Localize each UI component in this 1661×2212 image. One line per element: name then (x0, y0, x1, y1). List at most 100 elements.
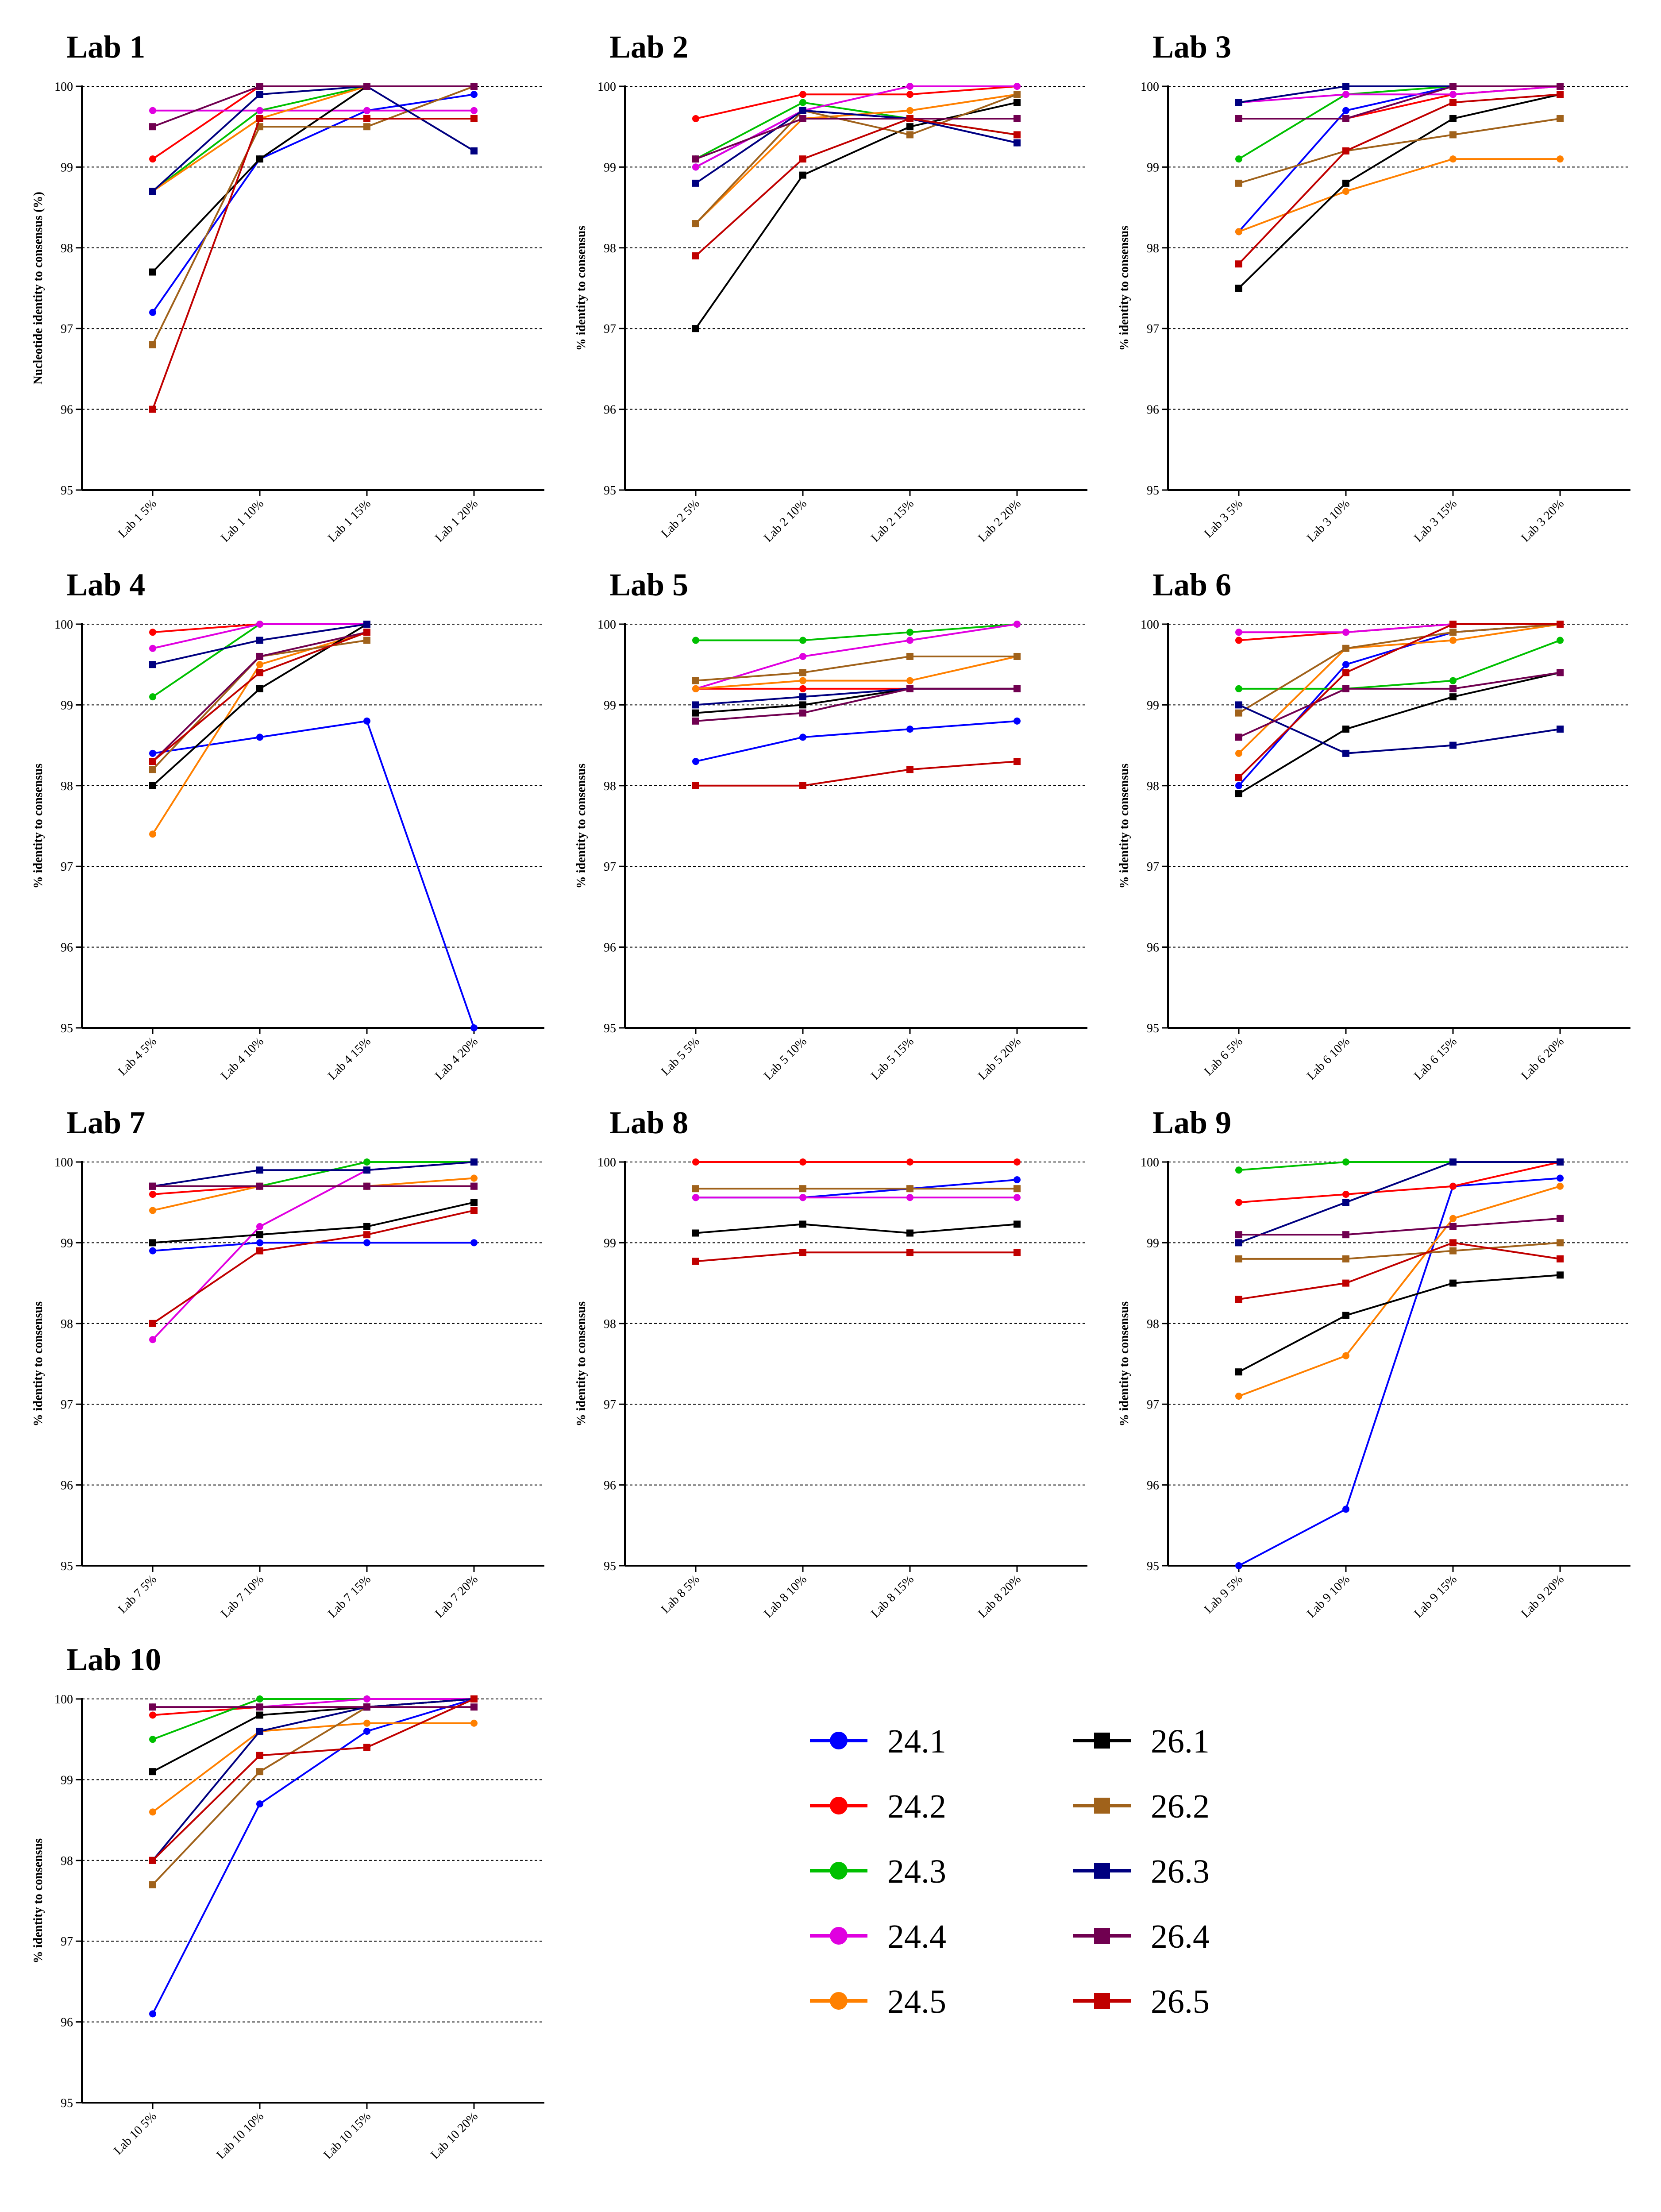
data-point (1342, 91, 1349, 98)
series-line (1238, 85, 1561, 104)
data-point (1014, 1158, 1021, 1166)
legend-marker (1094, 1733, 1110, 1749)
panel-title: Lab 8 (609, 1105, 688, 1140)
data-point (256, 1166, 263, 1174)
panel-lab-8: Lab 8 95 96 97 98 99 100 % identity to consensu… (574, 1105, 1087, 1621)
y-tick-label: 96 (1147, 1479, 1159, 1493)
data-point (256, 1727, 263, 1735)
data-point (1449, 155, 1457, 163)
data-point (1449, 1223, 1457, 1230)
data-point (1014, 758, 1021, 765)
legend-label: 24.2 (887, 1788, 946, 1825)
legend-marker (1094, 1928, 1110, 1944)
data-point (149, 782, 156, 789)
series-line (152, 1161, 474, 1340)
y-tick-label: 96 (1147, 941, 1159, 955)
y-tick-label: 99 (604, 161, 616, 174)
data-point (256, 1768, 263, 1776)
series-line (152, 1698, 474, 2015)
x-tick-label: Lab 10 10% (214, 2109, 266, 2162)
data-point (906, 1158, 913, 1166)
series-26-1 (692, 1220, 1021, 1237)
data-point (1342, 147, 1349, 154)
series-26-5 (1235, 1239, 1564, 1303)
y-tick-label: 99 (61, 1773, 73, 1787)
data-point (149, 661, 156, 668)
x-tick-label: Lab 7 15% (325, 1572, 374, 1621)
series-26-5 (149, 1695, 478, 1864)
legend-marker (830, 1862, 848, 1880)
data-point (256, 1182, 263, 1190)
y-axis-label: % identity to consensus (1118, 764, 1131, 888)
data-point (470, 1174, 478, 1182)
series-line (152, 1209, 474, 1324)
data-point (363, 1744, 370, 1751)
data-point (149, 2010, 156, 2018)
x-tick-label: Lab 3 15% (1411, 497, 1460, 545)
y-axis-label: % identity to consensus (574, 764, 588, 888)
data-point (1557, 1182, 1564, 1190)
data-point (256, 155, 263, 163)
series-line (1239, 639, 1561, 690)
data-point (149, 830, 156, 838)
series-line (152, 1698, 474, 1861)
y-tick-label: 98 (61, 1317, 73, 1331)
panel-lab-10: Lab 10 95 96 97 98 99 100 % identity to consens… (31, 1642, 544, 2162)
data-point (1235, 629, 1242, 636)
y-tick-label: 99 (61, 699, 73, 712)
legend-item-24-4: 24.4 (810, 1918, 946, 1955)
data-point (799, 1220, 806, 1228)
data-point (1449, 1239, 1457, 1247)
data-point (1449, 741, 1457, 749)
data-point (149, 1768, 156, 1776)
series-26-5 (692, 758, 1021, 789)
data-point (1342, 188, 1349, 195)
data-point (799, 1194, 806, 1201)
data-point (1449, 629, 1457, 636)
y-tick-label: 99 (61, 1236, 73, 1250)
data-point (1557, 1255, 1564, 1262)
series-24-5 (1235, 1182, 1564, 1400)
y-tick-label: 100 (54, 80, 73, 94)
series-26-5 (149, 629, 370, 765)
x-tick-label: Lab 10 5% (111, 2109, 159, 2158)
data-point (1235, 1392, 1242, 1400)
series-line (152, 85, 474, 128)
data-point (363, 1182, 370, 1190)
data-point (1235, 155, 1242, 163)
data-point (363, 1695, 370, 1702)
data-point (1557, 1239, 1564, 1247)
data-point (692, 637, 699, 644)
x-tick-label: Lab 1 5% (116, 497, 159, 540)
data-point (149, 645, 156, 652)
data-point (1449, 637, 1457, 644)
data-point (363, 1703, 370, 1711)
data-point (906, 123, 913, 131)
data-point (470, 115, 478, 122)
data-point (906, 637, 913, 644)
data-point (1342, 661, 1349, 668)
data-point (1235, 1255, 1242, 1262)
series-26-3 (149, 621, 370, 668)
series-26-4 (149, 629, 370, 765)
series-24-4 (692, 83, 1021, 171)
y-tick-label: 100 (1141, 80, 1159, 94)
series-24-5 (149, 83, 478, 195)
data-point (1014, 1220, 1021, 1228)
y-tick-label: 95 (61, 1560, 73, 1573)
data-point (470, 107, 478, 114)
series-line (695, 1251, 1017, 1262)
data-point (1014, 621, 1021, 628)
y-axis-label: % identity to consensus (574, 1301, 588, 1426)
data-point (149, 268, 156, 276)
data-point (149, 123, 156, 131)
y-tick-label: 100 (597, 618, 616, 632)
series-24-4 (692, 1194, 1021, 1201)
data-point (1449, 685, 1457, 692)
series-26-5 (1235, 621, 1564, 781)
data-point (363, 115, 370, 122)
data-point (692, 325, 699, 332)
series-26-4 (149, 1182, 478, 1190)
series-line (1239, 85, 1560, 120)
series-line (695, 720, 1017, 763)
